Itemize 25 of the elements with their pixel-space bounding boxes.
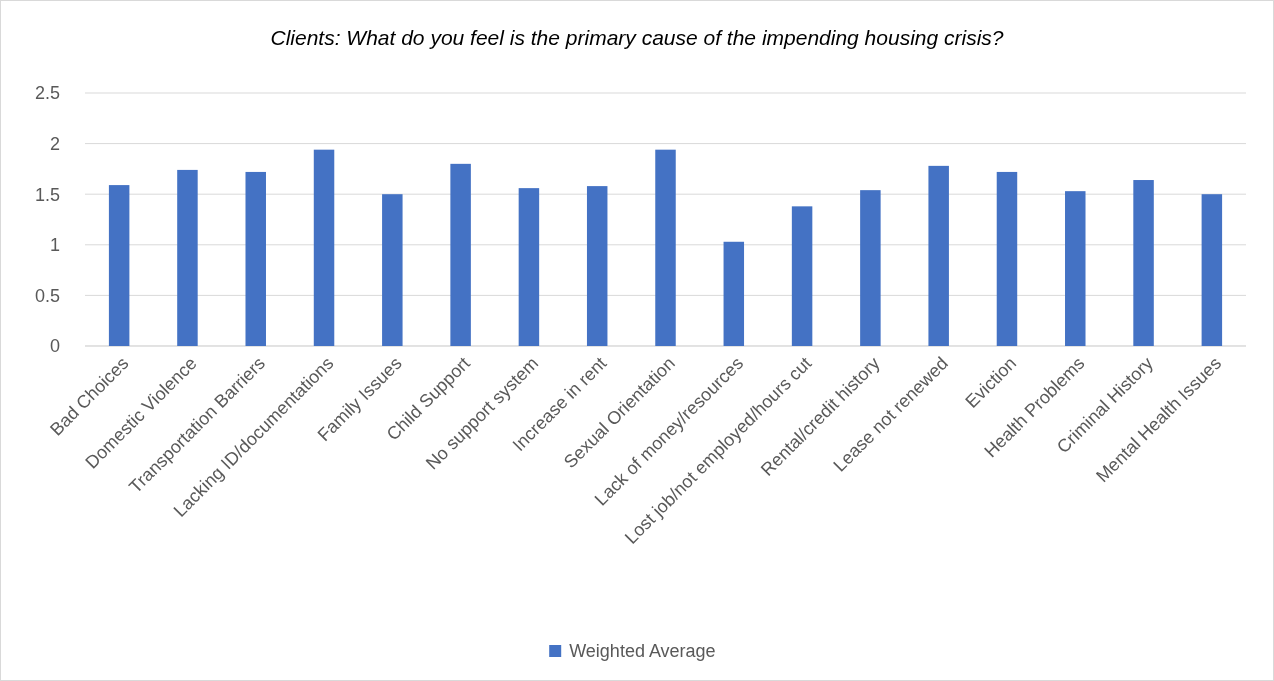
bar [518,188,540,346]
y-tick-label: 2 [49,133,60,154]
y-tick-label: 1 [49,235,60,256]
bar [1065,191,1086,346]
y-tick-label: 0 [49,336,60,357]
bar [313,149,335,346]
bar [996,171,1018,346]
bar [382,194,403,346]
bar [108,185,130,346]
bar [450,163,471,346]
bar [1201,194,1223,346]
bar [791,206,813,346]
bar [860,190,881,346]
bar [928,165,949,346]
y-tick-label: 0.5 [34,285,60,306]
bar [723,241,745,346]
chart-title: Clients: What do you feel is the primary cause of the impending housing crisis? [270,26,1004,49]
bar [245,171,266,346]
legend-label: Weighted Average [569,641,716,662]
bar [586,186,608,346]
bar [655,149,676,346]
y-tick-label: 2.5 [34,83,60,104]
bar [177,169,198,346]
y-tick-label: 1.5 [34,184,60,205]
bar [1133,180,1154,346]
